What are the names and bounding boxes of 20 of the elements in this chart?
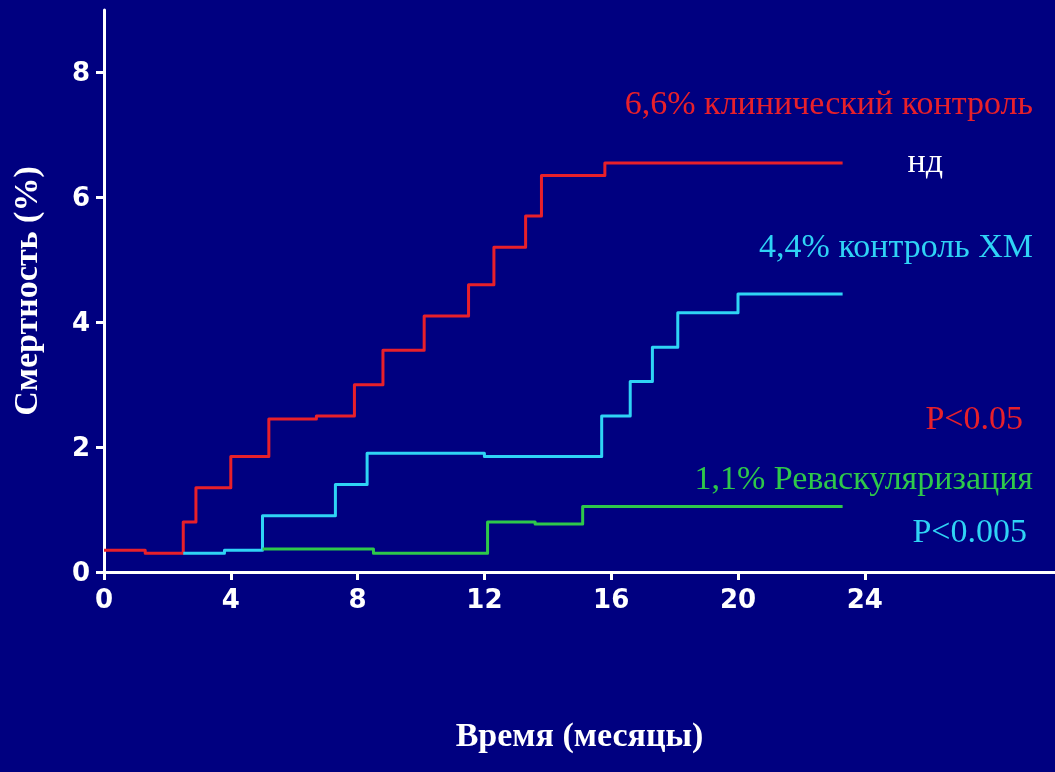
annotation: P<0.05	[925, 398, 1024, 436]
y-tick-label: 2	[71, 432, 90, 463]
x-tick-label: 0	[94, 584, 114, 614]
x-tick-label: 12	[466, 584, 503, 614]
x-tick-label: 16	[593, 584, 630, 614]
x-tick-label: 4	[221, 584, 240, 614]
series-label: 6,6% клинический контроль	[624, 83, 1033, 121]
y-tick-label: 4	[71, 307, 90, 338]
x-tick-label: 24	[846, 584, 883, 614]
y-tick-label: 8	[71, 57, 90, 88]
y-tick-label: 6	[71, 182, 90, 213]
x-axis-title: Время (месяцы)	[455, 715, 704, 754]
series-label: 1,1% Реваскуляризация	[694, 458, 1034, 496]
annotation: P<0.005	[912, 511, 1028, 549]
series-label: 4,4% контроль ХМ	[759, 226, 1034, 264]
x-tick-label: 20	[719, 584, 757, 614]
y-axis-title: Смертность (%)	[6, 166, 45, 416]
x-tick-label: 8	[348, 584, 367, 614]
y-tick-label: 0	[71, 557, 90, 587]
annotation: нд	[907, 141, 944, 179]
